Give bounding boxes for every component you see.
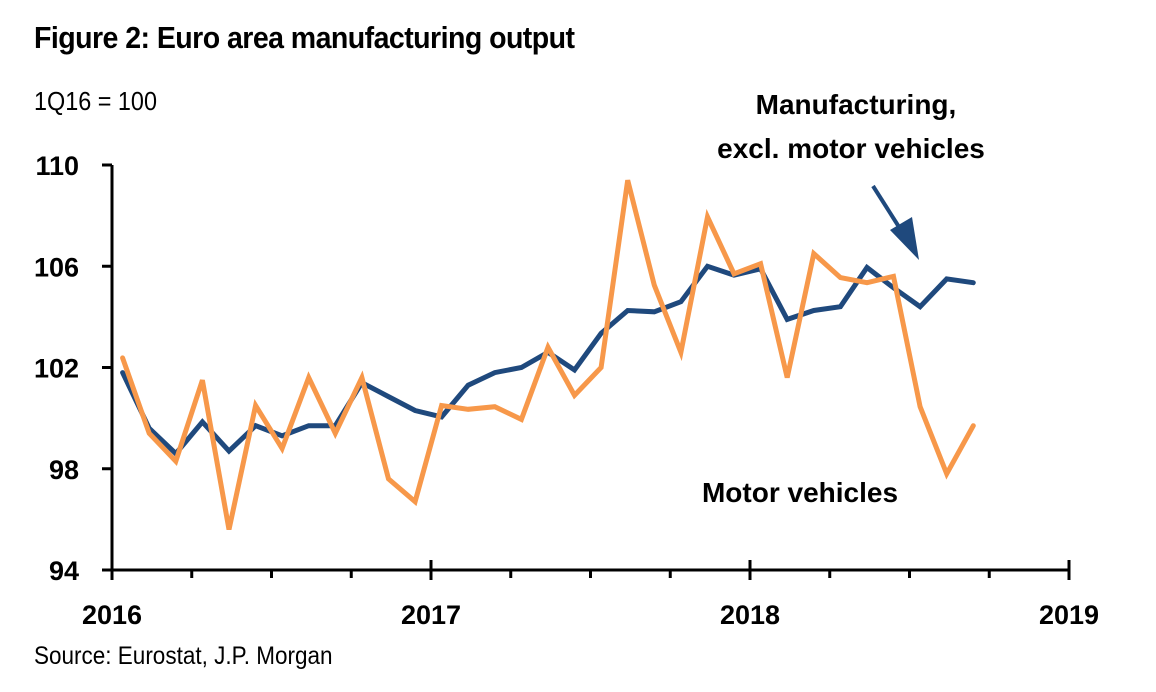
- y-tick-label: 98: [49, 455, 79, 485]
- x-tick-labels: 2016 2017 2018 2019: [82, 600, 1099, 630]
- chart-subtitle: 1Q16 = 100: [34, 86, 157, 116]
- annotations: Manufacturing, excl. motor vehicles Moto…: [702, 89, 985, 508]
- axes: [102, 163, 1071, 580]
- x-tick-label: 2018: [720, 600, 780, 630]
- annotation-motor-vehicles: Motor vehicles: [702, 477, 898, 508]
- series-motor-vehicles: [120, 179, 976, 531]
- y-tick-label: 102: [34, 354, 79, 384]
- y-tick-labels: 94 98 102 106 110: [34, 151, 79, 586]
- annotation-manufacturing-line2: excl. motor vehicles: [717, 133, 985, 164]
- series-group: [120, 179, 976, 531]
- y-tick-label: 106: [34, 252, 79, 282]
- annotation-arrow-icon: [871, 184, 919, 260]
- x-tick-label: 2016: [82, 600, 142, 630]
- annotation-manufacturing-line1: Manufacturing,: [756, 89, 957, 120]
- chart-title: Figure 2: Euro area manufacturing output: [34, 20, 575, 55]
- x-tick-label: 2017: [401, 600, 461, 630]
- source-note: Source: Eurostat, J.P. Morgan: [34, 642, 333, 670]
- y-tick-label: 94: [49, 556, 79, 586]
- x-tick-label: 2019: [1039, 600, 1099, 630]
- y-tick-label: 110: [35, 151, 79, 181]
